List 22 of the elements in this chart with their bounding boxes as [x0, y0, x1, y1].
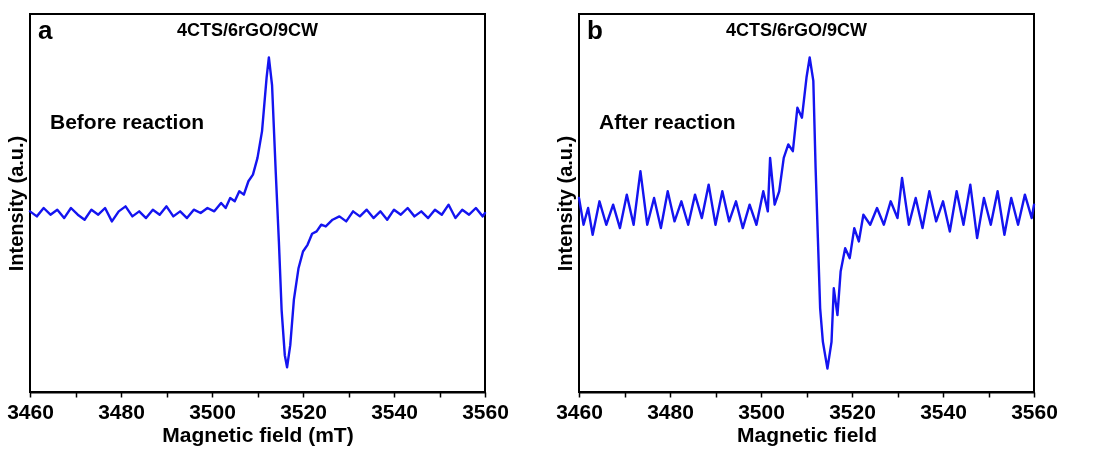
y-axis-title: Intensity (a.u.)	[4, 135, 27, 272]
x-tick-label: 3460	[556, 399, 603, 423]
chart-title: 4CTS/6rGO/9CW	[725, 20, 868, 40]
x-tick-label: 3500	[189, 399, 236, 423]
x-axis-title: Magnetic field (mT)	[162, 422, 354, 446]
annotation: Before reaction	[50, 110, 205, 133]
chart-title: 4CTS/6rGO/9CW	[176, 20, 319, 40]
annotation: After reaction	[599, 110, 736, 133]
x-tick-label: 3520	[829, 399, 876, 423]
text: b	[587, 15, 603, 45]
x-tick-label: 3480	[647, 399, 694, 423]
x-tick-label: 3460	[7, 399, 54, 423]
x-tick-label: 3520	[280, 399, 327, 423]
x-tick-label: 3480	[98, 399, 145, 423]
x-tick-label: 3540	[371, 399, 418, 423]
text: a	[38, 15, 53, 45]
x-tick-label: 3560	[462, 399, 509, 423]
x-axis-title: Magnetic field	[736, 422, 878, 446]
y-axis-title: Intensity (a.u.)	[553, 135, 576, 272]
x-tick-label: 3560	[1011, 399, 1058, 423]
x-tick-label: 3540	[920, 399, 967, 423]
x-tick-label: 3500	[738, 399, 785, 423]
